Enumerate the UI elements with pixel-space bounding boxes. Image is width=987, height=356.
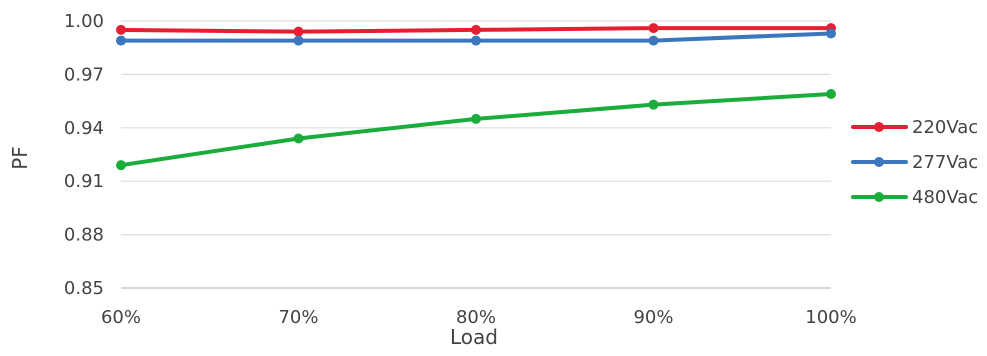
x-tick-label: 100% <box>805 307 856 328</box>
series-layer <box>116 23 836 171</box>
series-point <box>826 88 836 99</box>
series-point <box>293 35 304 46</box>
y-tick-label: 0.94 <box>64 118 104 139</box>
legend-marker <box>874 157 884 167</box>
y-tick-label: 0.91 <box>64 171 104 192</box>
legend-label: 277Vac <box>912 152 978 173</box>
series-point <box>471 35 481 46</box>
y-tick-label: 0.97 <box>64 64 104 85</box>
grid-layer <box>121 20 831 289</box>
x-ticks: 60% 70% 80% 90% 100% <box>101 307 857 328</box>
legend-marker <box>874 122 884 132</box>
series-point <box>471 113 481 124</box>
series-220vac <box>116 23 836 37</box>
series-point <box>116 24 126 35</box>
series-point <box>648 23 659 34</box>
series-point <box>648 99 659 110</box>
x-tick-label: 60% <box>101 307 141 328</box>
legend-item: 480Vac <box>851 187 978 208</box>
legend-label: 480Vac <box>912 187 978 208</box>
legend-item: 277Vac <box>851 152 978 173</box>
series-point <box>293 26 304 37</box>
y-tick-label: 1.00 <box>64 11 104 32</box>
y-tick-label: 0.85 <box>64 278 104 299</box>
x-tick-label: 70% <box>278 307 318 328</box>
y-ticks: 0.85 0.88 0.91 0.94 0.97 1.00 <box>64 11 104 299</box>
legend-label: 220Vac <box>912 117 978 138</box>
series-line <box>119 91 833 168</box>
series-point <box>116 35 126 46</box>
legend-item: 220Vac <box>851 117 978 138</box>
series-point <box>826 28 836 39</box>
series-480vac <box>116 88 836 171</box>
x-axis-title: Load <box>450 325 498 349</box>
x-tick-label: 90% <box>633 307 673 328</box>
series-point <box>116 160 126 171</box>
legend-marker <box>874 192 884 202</box>
series-point <box>648 35 659 46</box>
series-point <box>293 133 304 144</box>
y-tick-label: 0.88 <box>64 225 104 246</box>
legend: 220Vac 277Vac 480Vac <box>851 117 978 208</box>
series-277vac <box>116 28 836 46</box>
x-tick-label: 80% <box>456 307 496 328</box>
series-point <box>471 24 481 35</box>
y-axis-title: PF <box>8 146 32 170</box>
